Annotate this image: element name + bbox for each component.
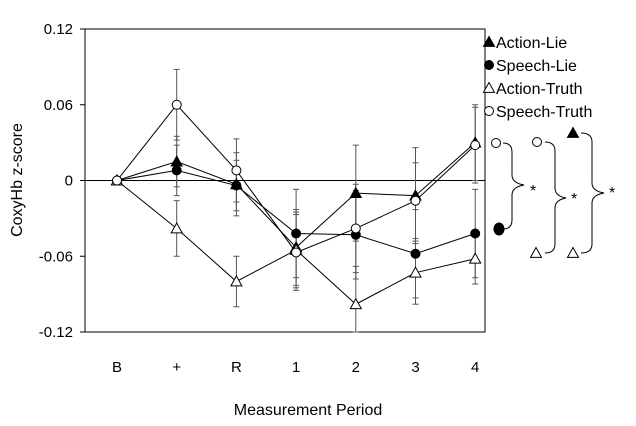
mean-marker	[566, 246, 580, 258]
data-point-speech-truth	[231, 165, 242, 176]
data-point-speech-lie	[470, 228, 481, 239]
data-point-speech-lie	[410, 248, 421, 259]
significance-brace	[502, 142, 525, 230]
significance-star-1: *	[530, 183, 536, 200]
x-axis-ticks: B + R 1 2 3 4	[112, 359, 479, 376]
data-point-speech-truth	[350, 223, 361, 234]
x-tick-label: +	[172, 359, 181, 376]
legend-label-action-truth: Action-Truth	[496, 81, 583, 98]
data-point-speech-truth	[171, 99, 182, 110]
significance-annotations: * * *	[491, 126, 615, 258]
data-point-speech-truth	[410, 195, 421, 206]
x-tick-label: R	[231, 359, 242, 376]
data-point-action-truth	[349, 297, 363, 310]
y-axis-ticks: 0.12 0.06 0 -0.06 -0.12	[39, 21, 85, 341]
mean-marker	[566, 126, 580, 138]
legend-label-speech-lie: Speech-Lie	[496, 58, 577, 75]
data-point-action-truth	[170, 221, 184, 234]
data-point-action-truth	[468, 252, 482, 264]
legend-marker-speech-truth	[484, 106, 494, 116]
x-tick-label: 1	[292, 359, 300, 376]
data-point-action-truth	[409, 266, 422, 278]
x-axis-title: Measurement Period	[234, 402, 383, 419]
legend-marker-action-lie	[482, 35, 496, 47]
data-point-speech-lie	[231, 180, 242, 191]
y-axis-title: CoxyHb z-score	[9, 123, 26, 237]
mean-marker	[532, 137, 542, 147]
x-tick-label: B	[112, 359, 122, 376]
x-tick-label: 2	[352, 359, 360, 376]
data-point-speech-truth	[470, 140, 481, 151]
legend-marker-action-truth	[482, 81, 496, 93]
data-point-speech-lie	[171, 165, 182, 176]
legend-marker-speech-lie	[484, 60, 494, 70]
legend-label-speech-truth: Speech-Truth	[496, 104, 592, 121]
significance-brace	[580, 132, 605, 254]
data-point-speech-truth	[291, 247, 302, 258]
significance-brace	[544, 141, 567, 254]
series-markers	[110, 99, 482, 310]
data-point-action-truth	[230, 274, 243, 287]
mean-marker	[493, 222, 505, 236]
y-tick-label: 0	[65, 173, 73, 190]
legend: Action-Lie Speech-Lie Action-Truth Speec…	[482, 35, 592, 121]
mean-marker	[491, 138, 501, 148]
data-point-speech-truth	[112, 175, 122, 186]
x-tick-label: 3	[411, 359, 419, 376]
significance-star-3: *	[609, 185, 615, 202]
data-point-speech-lie	[291, 228, 302, 239]
y-tick-label: -0.12	[39, 324, 73, 341]
y-tick-label: -0.06	[39, 248, 73, 265]
y-tick-label: 0.12	[44, 21, 73, 38]
x-tick-label: 4	[471, 359, 479, 376]
mean-marker	[529, 246, 543, 258]
legend-label-action-lie: Action-Lie	[496, 35, 567, 52]
data-point-action-lie	[349, 186, 363, 199]
significance-star-2: *	[571, 191, 577, 208]
y-tick-label: 0.06	[44, 97, 73, 114]
